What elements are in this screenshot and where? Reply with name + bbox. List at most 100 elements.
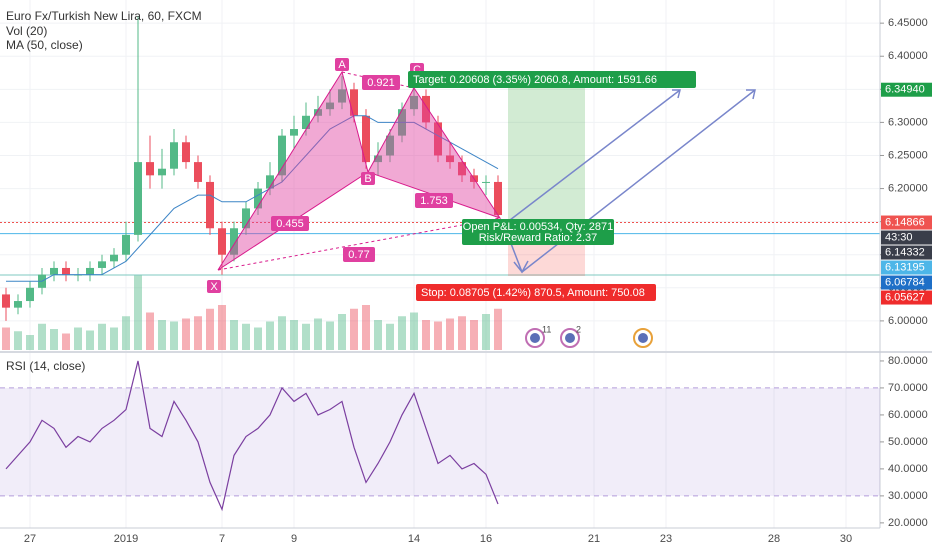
ratio-label: 0.921: [367, 77, 395, 89]
volume-bar: [470, 320, 478, 350]
y-tick-label: 6.40000: [888, 50, 928, 62]
indicator-label: MA (50, close): [6, 38, 83, 52]
price-badge: [881, 215, 932, 230]
y-tick-label: 6.25000: [888, 149, 928, 161]
volume-bar: [14, 331, 22, 350]
volume-bar: [362, 305, 370, 350]
candle-body: [122, 234, 130, 255]
y-tick-label: 30.0000: [888, 490, 928, 502]
indicator-label: Vol (20): [6, 24, 47, 38]
price-badge-label: 6.06784: [885, 276, 925, 288]
price-badge: [881, 290, 932, 305]
volume-bar: [158, 320, 166, 350]
candle-body: [134, 162, 142, 235]
ratio-box: [271, 216, 309, 231]
volume-bar: [338, 314, 346, 350]
candle-body: [458, 162, 466, 176]
price-badge: [881, 260, 932, 275]
target-zone: [508, 88, 585, 233]
arrow-head: [672, 89, 681, 99]
y-tick-label: 20.0000: [888, 517, 928, 529]
y-tick-label: 70.0000: [888, 382, 928, 394]
price-badge-label: 43:30: [885, 231, 913, 243]
candle-body: [266, 175, 274, 189]
event-count: 11: [542, 324, 551, 334]
volume-bar: [74, 327, 82, 350]
ratio-box: [343, 247, 375, 262]
candle-body: [374, 155, 382, 163]
volume-bar: [38, 323, 46, 350]
point-box: [361, 172, 375, 185]
point-box: [207, 280, 221, 293]
volume-bar: [86, 330, 94, 350]
ratio-box: [362, 75, 400, 90]
volume-bar: [446, 318, 454, 350]
volume-bar: [242, 323, 250, 350]
volume-bar: [302, 323, 310, 350]
events: 11 2: [525, 324, 653, 348]
ratio-box: [415, 193, 453, 208]
y-tick-label: 6.45000: [888, 17, 928, 29]
price-badge-label: 6.34940: [885, 84, 925, 96]
arrow-head: [513, 260, 529, 274]
volume-bar: [230, 320, 238, 350]
volume-bar: [146, 312, 154, 350]
x-tick-label: 23: [660, 533, 672, 545]
candle-body: [110, 254, 118, 262]
volume-bar: [50, 329, 58, 350]
volume-bar: [422, 320, 430, 350]
volume-bar: [206, 308, 214, 350]
x-tick-label: 2019: [114, 533, 138, 545]
point-label: X: [210, 281, 218, 293]
candle-body: [422, 95, 430, 123]
x-tick-label: 30: [840, 533, 852, 545]
volume-bar: [278, 316, 286, 350]
volume-bar: [62, 333, 70, 350]
candle-body: [86, 267, 94, 275]
event-count: 2: [576, 324, 581, 334]
price-badge-label: 6.14866: [885, 216, 925, 228]
candle-body: [26, 287, 34, 302]
event-icon: [530, 333, 540, 343]
point-label: B: [364, 173, 371, 185]
ratio-label: 0.455: [276, 218, 304, 230]
event-icon: [565, 333, 575, 343]
volume-bar: [170, 321, 178, 350]
price-badge: [881, 230, 932, 245]
y-tick-label: 6.30000: [888, 116, 928, 128]
candle-body: [206, 181, 214, 229]
event-icon: [638, 333, 648, 343]
volume-bar: [2, 327, 10, 350]
volume-bar: [314, 318, 322, 350]
volume-bar: [482, 314, 490, 350]
candle-body: [146, 162, 154, 176]
candle-body: [494, 181, 502, 216]
candle-body: [218, 228, 226, 255]
arrow: [509, 89, 681, 221]
candle-body: [158, 168, 166, 176]
point-label: A: [338, 59, 346, 71]
candle-body: [230, 228, 238, 255]
x-tick-label: 21: [588, 533, 600, 545]
y-tick-label: 60.0000: [888, 409, 928, 421]
volume-bar: [182, 318, 190, 350]
volume-bar: [26, 335, 34, 350]
x-tick-label: 16: [480, 533, 492, 545]
candle-body: [170, 142, 178, 169]
volume-bar: [134, 275, 142, 350]
candle-body: [62, 267, 70, 275]
stop-label: Stop: 0.08705 (1.42%) 870.5, Amount: 750…: [421, 287, 645, 299]
rr-label: Risk/Reward Ratio: 2.37: [479, 232, 598, 244]
price-badge-label: 6.14332: [885, 246, 925, 258]
volume-bar: [122, 316, 130, 350]
stop-box: [416, 284, 656, 301]
candle-body: [434, 122, 442, 156]
target-box: [408, 71, 696, 88]
candle-body: [326, 102, 334, 110]
ma-line: [6, 115, 499, 282]
volume-bar: [194, 316, 202, 350]
candle-body: [410, 95, 418, 110]
candle-body: [482, 181, 490, 183]
candle-body: [290, 129, 298, 136]
volume-bar: [290, 320, 298, 350]
